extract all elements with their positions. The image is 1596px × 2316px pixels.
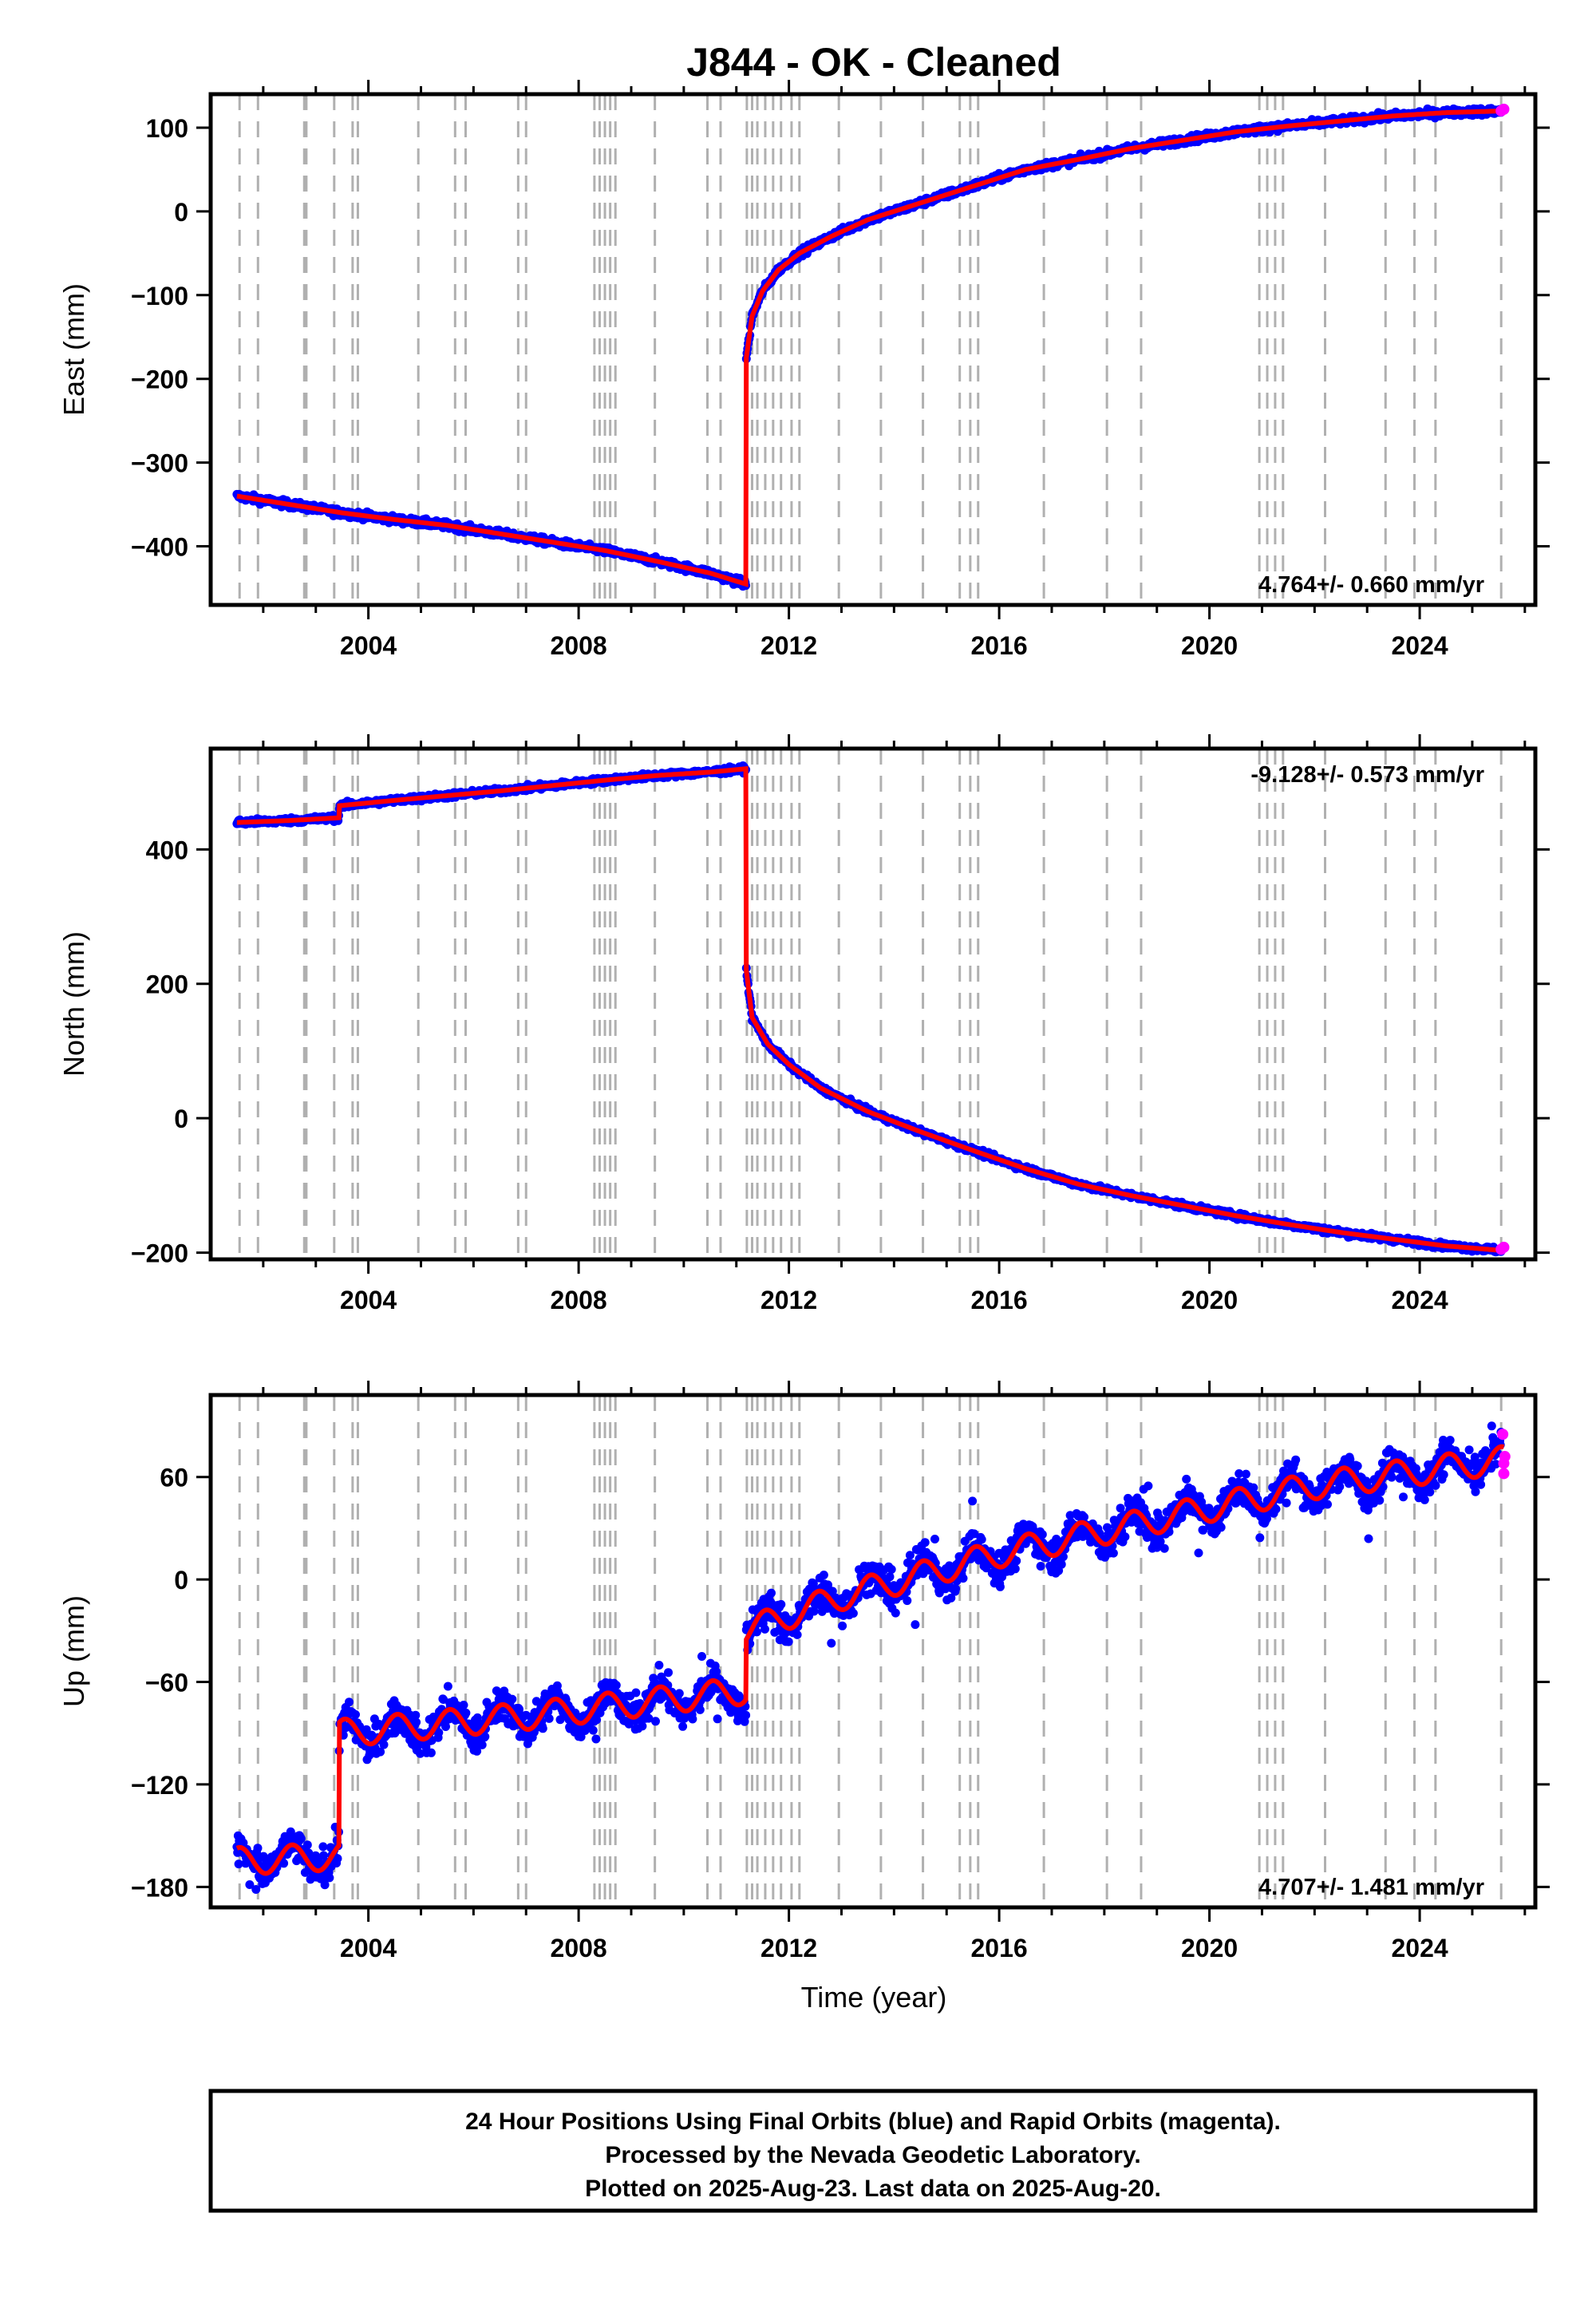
north-panel: 2004 2008 2012 2016 2020 2024 −200 0 200 400 North… xyxy=(57,734,1550,1314)
panel-frame xyxy=(208,746,1538,1262)
model-line xyxy=(236,109,1504,587)
data-point xyxy=(296,1834,306,1844)
east-panel: 2004 2008 2012 2016 2020 2024 −400 −300 −200 −100… xyxy=(57,80,1550,660)
x-tick-label: 2008 xyxy=(551,631,607,660)
data-point xyxy=(318,1842,328,1852)
y-tick-label: 0 xyxy=(174,198,188,227)
plot-area xyxy=(232,94,1510,605)
data-point xyxy=(351,1709,360,1719)
plot-area xyxy=(232,1395,1511,1907)
data-point xyxy=(345,1697,354,1707)
y-tick-label: 200 xyxy=(146,970,188,999)
velocity-annotation: 4.764+/- 0.660 mm/yr xyxy=(1258,572,1484,598)
data-point xyxy=(253,1844,263,1853)
y-tick-label: −300 xyxy=(131,449,188,478)
y-tick-label: −200 xyxy=(131,1239,188,1268)
data-point xyxy=(325,1873,334,1883)
y-tick-label: 0 xyxy=(174,1105,188,1133)
x-tick-label: 2004 xyxy=(340,1286,397,1314)
y-axis-label: North (mm) xyxy=(57,931,90,1077)
y-tick-label: 100 xyxy=(146,114,188,143)
plot-area xyxy=(232,749,1510,1259)
y-tick-label: 400 xyxy=(146,836,188,864)
x-tick-label: 2016 xyxy=(971,1286,1028,1314)
model-line xyxy=(236,766,1504,1254)
velocity-annotation: -9.128+/- 0.573 mm/yr xyxy=(1250,762,1484,788)
x-tick-label: 2016 xyxy=(971,631,1028,660)
final-orbit-points xyxy=(232,104,1506,591)
final-orbit-points xyxy=(232,761,1506,1257)
x-tick-label: 2004 xyxy=(340,631,397,660)
data-point xyxy=(412,1717,421,1727)
figure-title: J844 - OK - Cleaned xyxy=(686,40,1061,85)
y-axis-label: East (mm) xyxy=(57,283,90,416)
rapid-point xyxy=(1498,1241,1510,1253)
data-point xyxy=(379,1740,389,1749)
y-tick-label: −100 xyxy=(131,282,188,310)
data-point xyxy=(302,1840,312,1850)
x-tick-label: 2024 xyxy=(1391,1286,1448,1314)
x-tick-label: 2008 xyxy=(551,1286,607,1314)
x-tick-label: 2012 xyxy=(760,1286,817,1314)
x-tick-label: 2020 xyxy=(1181,631,1238,660)
y-tick-label: −400 xyxy=(131,533,188,562)
x-tick-label: 2024 xyxy=(1391,631,1448,660)
final-orbit-points xyxy=(232,1421,1506,1894)
x-tick-label: 2020 xyxy=(1181,1286,1238,1314)
up-panel: 2004 2008 2012 2016 2020 2024−180−120−60060Up… xyxy=(57,1381,1550,1962)
y-tick-label: −200 xyxy=(131,366,188,394)
x-tick-label: 2012 xyxy=(760,631,817,660)
panel-frame xyxy=(208,92,1538,607)
rapid-point xyxy=(1498,103,1510,115)
